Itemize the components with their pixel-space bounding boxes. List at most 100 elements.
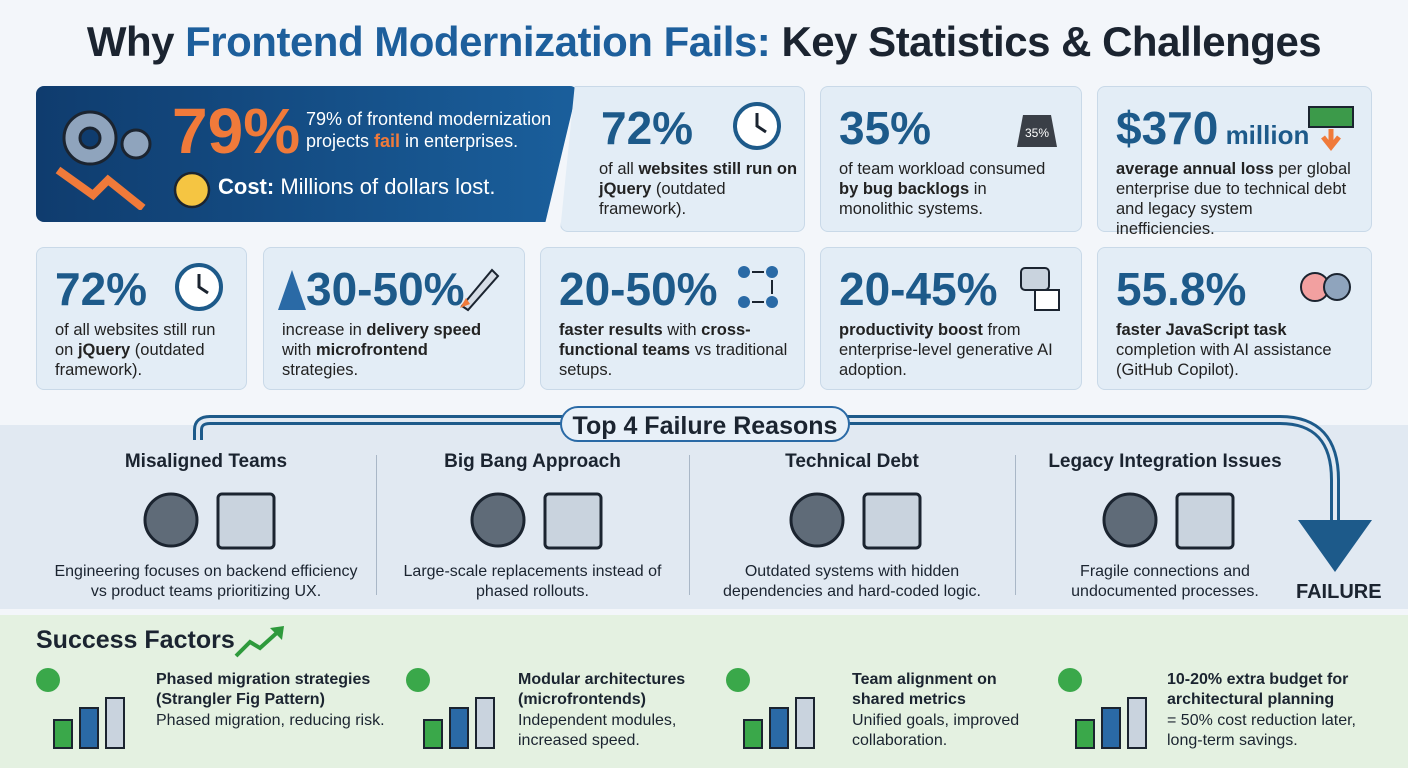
- text-segment: in enterprises.: [400, 131, 519, 151]
- success-heading: Success Factors: [36, 626, 235, 654]
- text-segment: average annual loss: [1116, 160, 1274, 178]
- text-segment: from enterprise-level generative AI adop…: [839, 321, 1053, 379]
- failure-arrow: [193, 415, 1372, 572]
- stat-figure-value: 30-50%: [306, 263, 465, 315]
- success-title: Phased migration strategies (Strangler F…: [156, 671, 371, 708]
- reason-title: Big Bang Approach: [444, 451, 621, 472]
- stat-figure-unit: million: [1218, 120, 1310, 150]
- reason-icon: [772, 484, 932, 554]
- stat-text: faster results with cross-functional tea…: [559, 320, 788, 380]
- gear-icon: [55, 110, 152, 210]
- stat-text: of all websites still run on jQuery (out…: [55, 320, 230, 380]
- text-segment: fail: [374, 131, 401, 151]
- reason-text: Outdated systems with hidden dependencie…: [723, 563, 981, 600]
- success-icon-art: [423, 697, 495, 749]
- check-icon: [726, 668, 750, 692]
- success-text: Phased migration, reducing risk.: [156, 712, 385, 729]
- success-text: = 50% cost reduction later, long-term sa…: [1167, 712, 1356, 749]
- stat-icon: 35%: [1017, 115, 1057, 147]
- text-segment: with: [282, 341, 316, 359]
- text-segment: of all: [599, 160, 639, 178]
- success-icon-art: [743, 697, 815, 749]
- stat-text: average annual loss per global enterpris…: [1116, 159, 1355, 239]
- stat-figure-value: 35%: [839, 102, 932, 154]
- stat-figure: 30-50%: [306, 262, 465, 316]
- check-icon: [36, 668, 60, 692]
- text-segment: faster JavaScript task: [1116, 321, 1287, 339]
- stat-figure: 55.8%: [1116, 262, 1246, 316]
- text-segment: of team workload consumed: [839, 160, 1046, 178]
- reason-title: Misaligned Teams: [124, 451, 288, 472]
- stat-icon: [1020, 267, 1060, 311]
- text-segment: cross-functional teams: [559, 321, 751, 359]
- text-segment: faster results: [559, 321, 663, 339]
- stat-text: faster JavaScript task completion with A…: [1116, 320, 1355, 380]
- stat-card: $370 million average annual loss per glob…: [1097, 86, 1372, 238]
- success-icon: [1062, 690, 1168, 750]
- success-text: Unified goals, improved collaboration.: [852, 712, 1020, 749]
- stat-card: 20-45% productivity boost from enterprise…: [820, 247, 1082, 390]
- stat-figure-value: 72%: [601, 102, 694, 154]
- text-segment: productivity boost: [839, 321, 983, 339]
- stat-text: productivity boost from enterprise-level…: [839, 320, 1065, 380]
- stat-card: 30-50% increase in delivery speed with mi…: [263, 247, 525, 390]
- stat-card: 72% of all websites still run on jQuery (…: [36, 247, 247, 390]
- success-title: Modular architectures (microfrontends): [518, 671, 686, 708]
- stat-icon: [460, 268, 500, 312]
- page-title: Why Frontend Modernization Fails: Key St…: [0, 18, 1408, 66]
- hero-cost: Cost: Millions of dollars lost.: [218, 174, 496, 200]
- text-segment: per global enterprise due to technical d…: [1116, 160, 1351, 238]
- reason-text: Fragile connections and undocumented pro…: [1071, 563, 1259, 600]
- text-segment: Why: [86, 18, 186, 65]
- stat-icon: [175, 263, 223, 311]
- reason-icon-art: [1102, 492, 1235, 550]
- stat-icon: [1308, 106, 1354, 152]
- failure-label: FAILURE: [1296, 581, 1382, 603]
- success-title: Team alignment on shared metrics: [852, 671, 997, 708]
- stat-figure: 72%: [55, 262, 147, 316]
- reason-icon-art: [470, 492, 602, 550]
- text-segment: in monolithic systems.: [839, 180, 987, 218]
- text-segment: Key Statistics & Challenges: [770, 18, 1322, 65]
- separator: [376, 455, 377, 595]
- stat-card: 72% of all websites still run on jQuery (…: [560, 86, 805, 232]
- reason-icon: [126, 484, 286, 554]
- reason-icon-art: [789, 492, 922, 550]
- success-icon: [410, 690, 516, 750]
- reason-title: Legacy Integration Issues: [1048, 451, 1282, 472]
- text-segment: of all websites still run on: [55, 321, 216, 359]
- stat-figure: 20-45%: [839, 262, 998, 316]
- stat-figure: 72%: [601, 101, 693, 155]
- success-icon: [730, 690, 836, 750]
- check-icon: [1058, 668, 1082, 692]
- stat-text: increase in delivery speed with microfro…: [282, 320, 508, 380]
- reason-icon-art: [143, 492, 276, 550]
- up-arrow: [278, 270, 306, 310]
- success-title: 10-20% extra budget for architectural pl…: [1167, 671, 1349, 708]
- stat-figure-value: 55.8%: [1116, 263, 1247, 315]
- text-segment: with: [662, 321, 702, 339]
- hero-figure: 79%: [172, 95, 301, 167]
- text-segment: (outdated framework).: [599, 180, 726, 218]
- text-segment: 79% of frontend modernization projects: [306, 109, 552, 151]
- stat-card: 35% 35% of team workload consumed by bug b…: [820, 86, 1082, 232]
- success-icon-art: [53, 697, 125, 749]
- icon-label: 35%: [1025, 126, 1049, 140]
- separator: [1015, 455, 1016, 595]
- text-segment: vs traditional setups.: [559, 341, 788, 379]
- stat-text: of team workload consumed by bug backlog…: [839, 159, 1065, 219]
- stat-figure-value: 20-45%: [839, 263, 998, 315]
- stat-icon: [738, 266, 778, 308]
- text-segment: delivery speed: [366, 321, 482, 339]
- check-icon: [406, 668, 430, 692]
- stat-icon: [733, 102, 781, 150]
- stat-figure: 35%: [839, 101, 931, 155]
- reason-icon: [453, 484, 613, 554]
- hero-banner: 79% 79% of frontend modernization projec…: [36, 86, 578, 222]
- coin-icon: [173, 171, 211, 209]
- stat-figure-value: 20-50%: [559, 263, 718, 315]
- text-segment: Millions of dollars lost.: [274, 174, 496, 199]
- success-band: [0, 615, 1408, 768]
- stat-figure-value: $370: [1116, 102, 1219, 154]
